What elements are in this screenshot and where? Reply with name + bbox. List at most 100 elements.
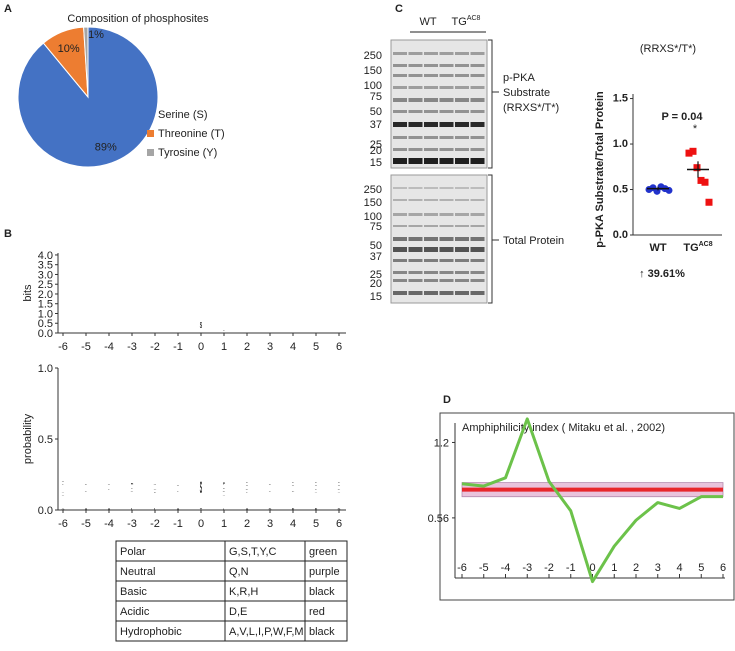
legend-swatch <box>147 111 154 118</box>
gel-band <box>424 247 438 252</box>
gel-band <box>439 271 454 274</box>
logo-letter: P <box>223 482 226 486</box>
ladder-label: 250 <box>364 184 382 196</box>
ladder-label: 15 <box>370 291 382 303</box>
y-axis-title: bits <box>22 284 34 302</box>
bracket <box>488 174 493 304</box>
ladder-label: 15 <box>370 157 382 169</box>
ladder-label: 100 <box>364 80 382 92</box>
logo-letter: E <box>315 482 318 483</box>
logo-letter: S <box>292 485 295 486</box>
gel-band <box>408 259 423 262</box>
gel-band <box>455 247 469 252</box>
logo-letter: P <box>315 490 318 491</box>
gel-band <box>455 225 469 227</box>
slice-label: 89% <box>95 141 117 153</box>
logo-letter: P <box>131 488 134 489</box>
gel-band <box>393 247 407 252</box>
logo-letter: A <box>315 492 318 493</box>
significance: * <box>693 123 698 135</box>
logo-letter: R <box>131 483 134 485</box>
logo-letter: A <box>223 495 226 496</box>
gel-band <box>455 158 469 164</box>
lane-label: WT <box>419 16 436 28</box>
gel-band <box>455 291 469 295</box>
legend-label: Threonine (T) <box>158 128 225 140</box>
logo-letter: L <box>154 508 156 511</box>
x-tick-label: 3 <box>655 562 661 574</box>
logo-letter: S <box>108 483 111 484</box>
y-tick-label: 0.56 <box>428 513 449 525</box>
logo-letter: G <box>62 508 66 511</box>
logo-letter: A <box>108 507 111 510</box>
x-tick-label: 4 <box>676 562 682 574</box>
ladder-label: 37 <box>370 119 382 131</box>
gel-band <box>393 225 407 227</box>
gel-band <box>408 291 423 295</box>
data-point <box>653 187 661 195</box>
x-tick-label: -1 <box>566 562 576 574</box>
gel-band <box>393 187 407 189</box>
x-tick-label: -4 <box>501 562 511 574</box>
gel-band <box>393 110 407 113</box>
gel-band <box>470 237 485 241</box>
blot-label: Substrate <box>503 87 550 99</box>
logo-letter: G <box>154 490 157 491</box>
logo-letter: L <box>177 491 180 492</box>
gel-band <box>424 279 438 282</box>
chart-title: Composition of phosphosites <box>67 13 209 25</box>
gel-band <box>393 213 407 216</box>
legend-swatch <box>147 149 154 156</box>
x-tick-label: 6 <box>720 562 726 574</box>
panel-label: D <box>443 394 451 406</box>
x-tick-label: 2 <box>244 518 250 530</box>
x-tick-label: 6 <box>336 518 342 530</box>
logo-letter: R <box>154 483 157 485</box>
ladder-label: 250 <box>364 50 382 62</box>
gel-band <box>424 187 438 189</box>
x-tick-label: 2 <box>244 341 250 353</box>
gel-band <box>393 291 407 295</box>
lane-label-main: TG <box>452 16 467 28</box>
ladder-label: 150 <box>364 197 382 209</box>
gel-band <box>439 237 454 241</box>
legend-label: Tyrosine (Y) <box>158 147 217 159</box>
x-tick-label: 5 <box>313 518 319 530</box>
gel-band <box>408 52 423 55</box>
gel-band <box>424 122 438 127</box>
gel-band <box>470 187 485 189</box>
table-text: purple <box>309 566 340 578</box>
gel-band <box>439 187 454 189</box>
table-text: Neutral <box>120 566 155 578</box>
data-point <box>693 164 701 172</box>
bracket <box>488 39 493 169</box>
gel-band <box>439 158 454 164</box>
gel-band <box>408 225 423 227</box>
gel-band <box>455 199 469 201</box>
gel-band <box>470 259 485 262</box>
logo-letter: A <box>62 492 65 494</box>
gel-band <box>439 74 454 77</box>
gel-band <box>439 259 454 262</box>
y-tick-label: 1.2 <box>434 437 449 449</box>
gel-band <box>470 136 485 139</box>
logo-letter: P <box>269 491 272 492</box>
gel-band <box>424 225 438 227</box>
x-tick-label: -3 <box>127 518 137 530</box>
x-tick-label: -6 <box>457 562 467 574</box>
gel-band <box>408 122 423 127</box>
gel-band <box>393 122 407 127</box>
ladder-label: 37 <box>370 251 382 263</box>
logo-letter: P <box>223 330 226 331</box>
gel-band <box>393 237 407 241</box>
gel-band <box>424 291 438 295</box>
data-point <box>685 149 693 157</box>
gel-band <box>439 279 454 282</box>
panel-label: A <box>4 3 12 15</box>
gel-band <box>439 86 454 89</box>
gel-band <box>455 279 469 282</box>
gel-band <box>424 52 438 55</box>
gel-band <box>439 213 454 216</box>
x-tick-label: -5 <box>81 518 91 530</box>
blot-label: p-PKA <box>503 72 535 84</box>
